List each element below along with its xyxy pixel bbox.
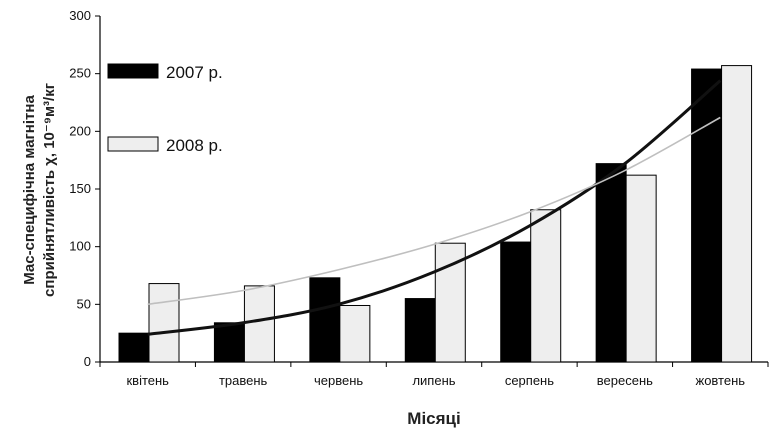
bar-2007	[500, 241, 532, 363]
bars	[118, 65, 753, 363]
y-tick-label: 100	[69, 239, 91, 254]
x-tick-label: вересень	[597, 373, 653, 388]
x-tick-label: липень	[412, 373, 455, 388]
x-tick-label: травень	[219, 373, 268, 388]
y-tick-label: 50	[77, 296, 91, 311]
bar-2007	[404, 298, 436, 363]
y-axis-label: Мас-специфічна магнітна сприйнятливість …	[21, 83, 58, 297]
legend-swatch-2008	[107, 136, 159, 152]
bar-2008	[721, 65, 753, 363]
trendline-2008	[147, 116, 721, 306]
y-axis-group: 0 50 100 150 200 250 300	[69, 8, 101, 369]
y-axis-label-line-2: сприйнятливість χ, 10⁻⁹м³/кг	[41, 83, 58, 297]
x-axis-group: квітень травень червень липень серпень вересе…	[99, 361, 769, 388]
y-tick-label: 300	[69, 8, 91, 23]
bar-2008	[339, 304, 371, 363]
y-tick-label: 0	[84, 354, 91, 369]
y-ticks: 0 50 100 150 200 250 300	[69, 8, 100, 369]
bar-2008	[625, 174, 657, 363]
y-tick-label: 200	[69, 123, 91, 138]
trendline-2007	[147, 79, 722, 336]
bar-2007	[118, 332, 150, 363]
x-ticks: квітень травень червень липень серпень вересе…	[99, 362, 769, 388]
bar-2008	[530, 209, 562, 363]
x-tick-label: червень	[314, 373, 363, 388]
bar-2007	[213, 322, 245, 363]
x-tick-label: жовтень	[696, 373, 746, 388]
y-tick-label: 150	[69, 181, 91, 196]
bar-2008	[148, 283, 180, 363]
x-axis-label: Місяці	[407, 409, 460, 428]
bar-2008	[434, 242, 466, 363]
legend: 2007 р. 2008 р.	[107, 63, 223, 155]
trendlines	[147, 79, 722, 336]
bar-2007	[309, 277, 341, 363]
legend-swatch-2007	[107, 63, 159, 79]
y-tick-label: 250	[69, 66, 91, 81]
bar-2008	[243, 285, 275, 363]
bar-2007	[595, 163, 627, 363]
x-tick-label: серпень	[505, 373, 554, 388]
y-axis-label-line-1: Мас-специфічна магнітна	[21, 95, 38, 285]
x-tick-label: квітень	[126, 373, 169, 388]
bar-2007	[691, 68, 723, 363]
legend-label-2007: 2007 р.	[166, 63, 223, 82]
legend-label-2008: 2008 р.	[166, 136, 223, 155]
